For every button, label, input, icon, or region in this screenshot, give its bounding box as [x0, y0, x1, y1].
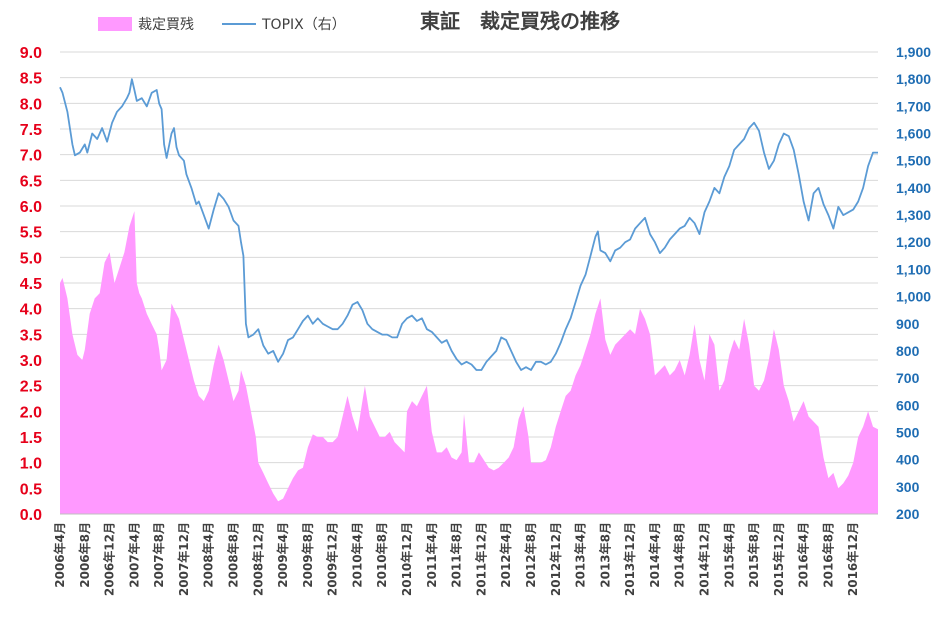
y-right-tick-label: 600: [896, 397, 920, 413]
x-tick-label: 2008年8月: [226, 522, 241, 588]
x-tick-label: 2016年8月: [820, 522, 835, 588]
x-tick-label: 2007年4月: [126, 522, 141, 588]
y-right-tick-label: 900: [896, 316, 920, 332]
x-tick-label: 2016年4月: [796, 522, 811, 588]
y-left-tick-label: 4.0: [20, 302, 42, 319]
x-tick-label: 2011年12月: [473, 522, 488, 596]
y-right-tick-label: 500: [896, 424, 920, 440]
x-tick-label: 2015年4月: [721, 522, 736, 588]
x-tick-label: 2008年4月: [201, 522, 216, 588]
y-left-tick-label: 5.0: [20, 250, 42, 267]
y-right-tick-label: 200: [896, 506, 920, 522]
y-right-tick-label: 700: [896, 370, 920, 386]
x-tick-label: 2006年8月: [77, 522, 92, 588]
x-tick-label: 2010年8月: [374, 522, 389, 588]
y-right-tick-label: 1,500: [896, 153, 931, 169]
x-tick-label: 2006年12月: [102, 522, 117, 596]
x-axis: 2006年4月 2006年8月 2006年12月 2007年4月 2007年8月 2007…: [52, 513, 878, 596]
x-tick-label: 2009年8月: [300, 522, 315, 588]
y-right-tick-label: 1,400: [896, 180, 931, 196]
legend-swatch-arbitrage: [98, 17, 132, 31]
y-left-tick-label: 6.5: [20, 173, 42, 190]
y-left-tick-label: 3.5: [20, 327, 42, 344]
chart-title: 東証 裁定買残の推移: [420, 9, 620, 33]
y-axis-right: 200 300 400 500 600 700 800 900 1,000 1,100 1,200 1…: [896, 44, 931, 522]
x-tick-label: 2014年12月: [696, 522, 711, 596]
legend-label-arbitrage: 裁定買残: [138, 17, 194, 33]
x-tick-label: 2006年4月: [52, 522, 67, 588]
legend-label-topix: TOPIX（右）: [261, 17, 346, 33]
x-tick-label: 2012年4月: [498, 522, 513, 588]
y-left-tick-label: 7.5: [20, 122, 42, 139]
y-left-tick-label: 0.0: [20, 507, 42, 524]
y-right-tick-label: 1,200: [896, 234, 931, 250]
y-left-tick-label: 8.0: [20, 96, 42, 113]
x-tick-label: 2011年8月: [449, 522, 464, 588]
x-tick-label: 2012年8月: [523, 522, 538, 588]
y-left-tick-label: 2.5: [20, 379, 42, 396]
x-tick-label: 2009年4月: [275, 522, 290, 588]
y-left-tick-label: 5.5: [20, 225, 42, 242]
x-tick-label: 2013年8月: [597, 522, 612, 588]
y-right-tick-label: 400: [896, 452, 920, 468]
legend: 裁定買残 TOPIX（右）: [98, 17, 346, 33]
y-left-tick-label: 2.0: [20, 404, 42, 421]
x-tick-label: 2010年12月: [399, 522, 414, 596]
y-right-tick-label: 1,700: [896, 98, 931, 114]
y-axis-left: 0.0 0.5 1.0 1.5 2.0 2.5 3.0 3.5 4.0 4.5 5.0 5.5 6.0 6…: [20, 45, 42, 524]
x-tick-label: 2011年4月: [424, 522, 439, 588]
area-arbitrage-balance: [60, 211, 878, 514]
x-tick-label: 2008年12月: [250, 522, 265, 596]
y-right-tick-label: 1,300: [896, 207, 931, 223]
x-tick-label: 2015年12月: [771, 522, 786, 596]
x-tick-label: 2014年8月: [672, 522, 687, 588]
y-right-tick-label: 1,600: [896, 126, 931, 142]
y-left-tick-label: 6.0: [20, 199, 42, 216]
x-tick-label: 2016年12月: [845, 522, 860, 596]
y-left-tick-label: 3.0: [20, 353, 42, 370]
x-tick-label: 2007年8月: [151, 522, 166, 588]
series-area-arbitrage: [60, 211, 878, 514]
x-tick-label: 2010年4月: [349, 522, 364, 588]
x-tick-label: 2009年12月: [325, 522, 340, 596]
y-right-tick-label: 800: [896, 343, 920, 359]
y-right-tick-label: 1,900: [896, 44, 931, 60]
x-tick-label: 2012年12月: [548, 522, 563, 596]
y-left-tick-label: 4.5: [20, 276, 42, 293]
y-left-tick-label: 1.0: [20, 456, 42, 473]
x-tick-label: 2013年12月: [622, 522, 637, 596]
line-topix: [59, 78, 878, 371]
x-tick-label: 2007年12月: [176, 522, 191, 596]
y-left-tick-label: 8.5: [20, 71, 42, 88]
y-right-tick-label: 1,800: [896, 71, 931, 87]
y-left-tick-label: 9.0: [20, 45, 42, 62]
y-right-tick-label: 1,100: [896, 261, 931, 277]
y-right-tick-label: 300: [896, 479, 920, 495]
y-left-tick-label: 0.5: [20, 481, 42, 498]
x-tick-label: 2015年8月: [746, 522, 761, 588]
x-tick-label: 2014年4月: [647, 522, 662, 588]
series-line-topix: [59, 78, 878, 371]
y-left-tick-label: 7.0: [20, 148, 42, 165]
y-left-tick-label: 1.5: [20, 430, 42, 447]
y-right-tick-label: 1,000: [896, 289, 931, 305]
x-tick-label: 2013年4月: [573, 522, 588, 588]
